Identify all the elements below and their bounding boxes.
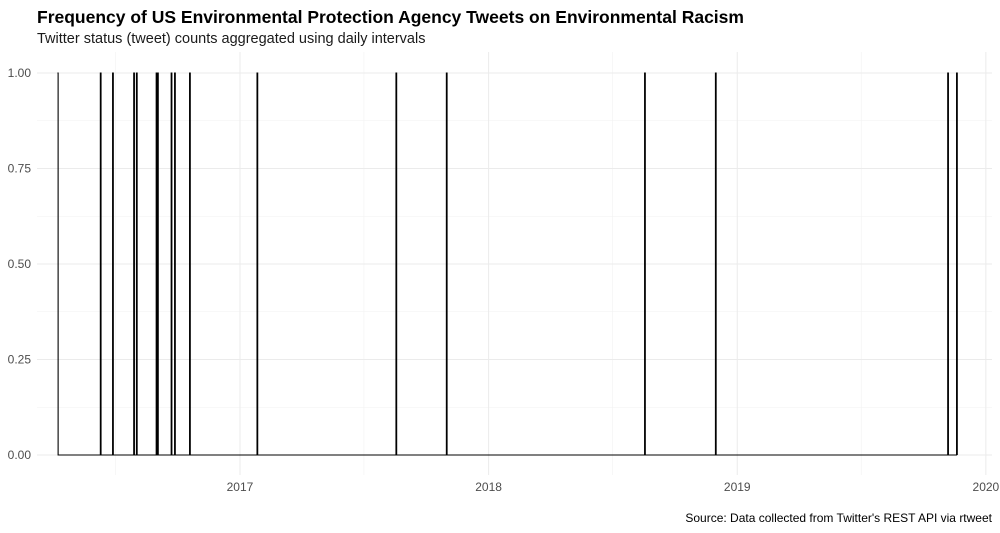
chart-subtitle: Twitter status (tweet) counts aggregated… <box>37 31 426 47</box>
y-tick-label: 0.50 <box>8 257 32 271</box>
x-tick-label: 2018 <box>475 480 502 494</box>
x-tick-label: 2019 <box>724 480 751 494</box>
gridlines <box>37 52 992 475</box>
x-tick-label: 2017 <box>227 480 254 494</box>
x-axis-ticks: 2017 2018 2019 2020 <box>227 480 1000 494</box>
x-tick-label: 2020 <box>973 480 1000 494</box>
y-tick-label: 0.75 <box>8 162 32 176</box>
y-tick-label: 1.00 <box>8 66 32 80</box>
y-axis-ticks: 0.00 0.25 0.50 0.75 1.00 <box>8 66 32 462</box>
chart-caption: Source: Data collected from Twitter's RE… <box>685 511 992 525</box>
y-tick-label: 0.25 <box>8 353 32 367</box>
y-tick-label: 0.00 <box>8 448 32 462</box>
chart-title: Frequency of US Environmental Protection… <box>37 7 744 27</box>
tweet-count-line <box>57 72 958 456</box>
